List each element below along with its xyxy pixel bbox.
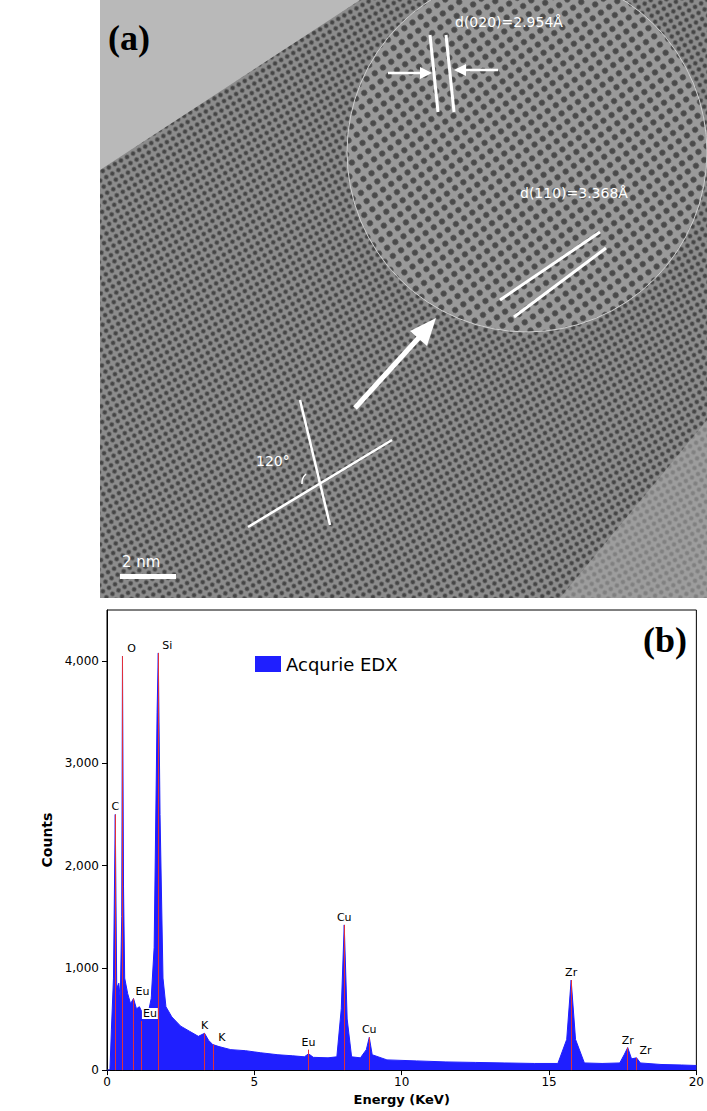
- svg-text:Zr: Zr: [640, 1044, 653, 1057]
- svg-text:0: 0: [91, 1063, 99, 1077]
- svg-text:4,000: 4,000: [65, 654, 99, 668]
- svg-text:Cu: Cu: [362, 1023, 377, 1036]
- svg-text:d(020)=2.954Å: d(020)=2.954Å: [455, 14, 563, 30]
- svg-text:2 nm: 2 nm: [122, 553, 160, 571]
- svg-text:1,000: 1,000: [65, 961, 99, 975]
- svg-text:Eu: Eu: [143, 1007, 157, 1020]
- svg-text:2,000: 2,000: [65, 859, 99, 873]
- svg-text:120°: 120°: [256, 453, 290, 469]
- svg-text:Cu: Cu: [337, 911, 352, 924]
- svg-text:O: O: [127, 642, 136, 655]
- svg-text:0: 0: [103, 1075, 111, 1089]
- svg-text:3,000: 3,000: [65, 756, 99, 770]
- svg-text:Energy (KeV): Energy (KeV): [354, 1092, 450, 1107]
- svg-text:10: 10: [394, 1075, 409, 1089]
- svg-text:Si: Si: [162, 639, 172, 652]
- svg-text:K: K: [218, 1031, 226, 1044]
- svg-text:Zr: Zr: [622, 1034, 635, 1047]
- svg-text:5: 5: [251, 1075, 259, 1089]
- svg-text:Counts: Counts: [39, 813, 55, 868]
- svg-text:Eu: Eu: [136, 985, 150, 998]
- svg-text:Acqurie EDX: Acqurie EDX: [286, 654, 398, 675]
- svg-text:Zr: Zr: [565, 966, 578, 979]
- svg-text:20: 20: [689, 1075, 704, 1089]
- svg-text:(a): (a): [108, 18, 150, 58]
- svg-text:Eu: Eu: [302, 1036, 316, 1049]
- svg-text:C: C: [111, 800, 119, 813]
- svg-text:15: 15: [541, 1075, 556, 1089]
- svg-text:d(110)=3.368Å: d(110)=3.368Å: [520, 185, 628, 201]
- svg-text:K: K: [201, 1019, 209, 1032]
- svg-text:(b): (b): [643, 620, 687, 660]
